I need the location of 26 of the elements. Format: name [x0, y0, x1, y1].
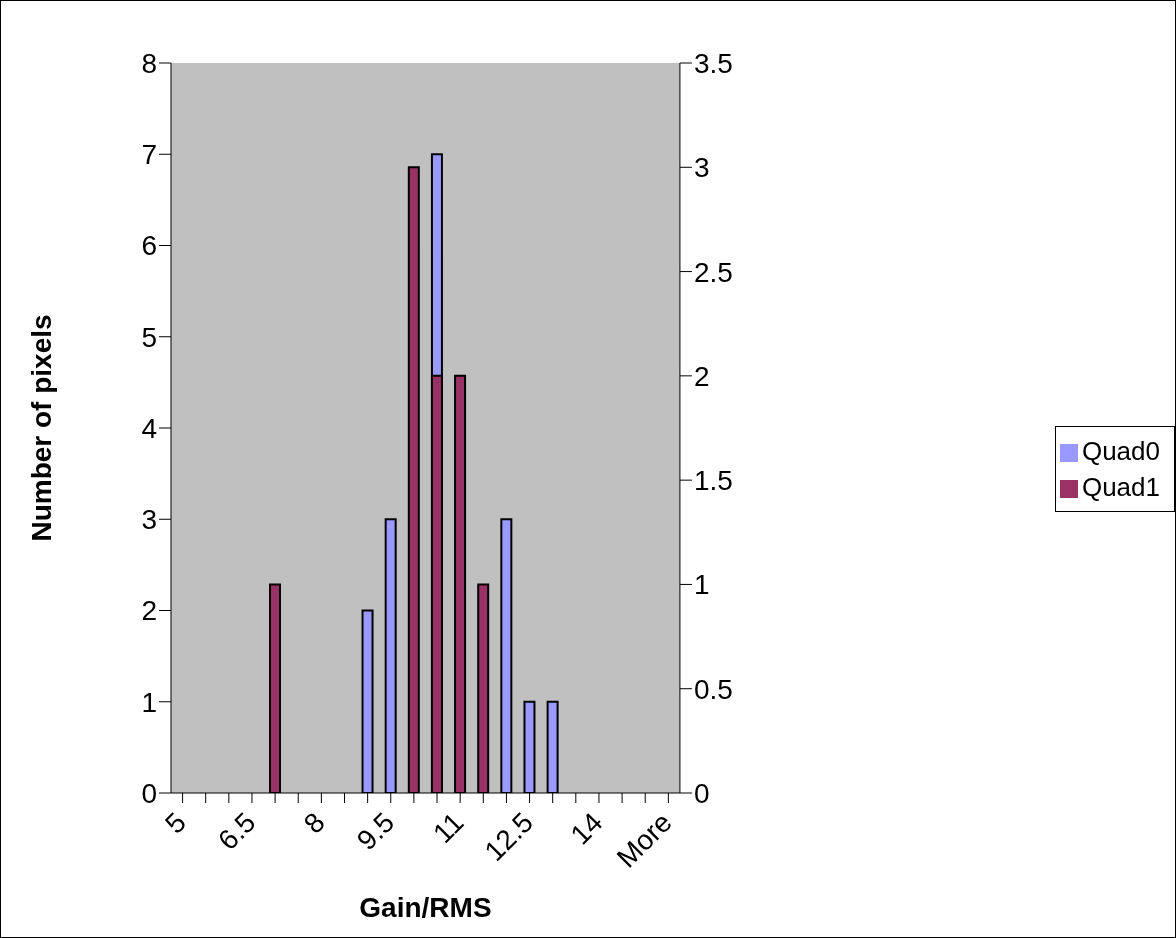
y2-tick-label: 1	[693, 569, 710, 601]
x-tick-label: 11	[427, 806, 470, 850]
y-tick-label: 0	[141, 777, 157, 809]
legend-label: Quad0	[1081, 436, 1160, 466]
x-tick-label: 6.5	[211, 806, 262, 856]
y-tick-label: 3	[141, 504, 157, 536]
x-tick-label: 8	[297, 806, 331, 840]
y-tick-label: 4	[141, 412, 157, 444]
y-tick-label: 5	[141, 321, 157, 353]
x-tick-label: 14	[564, 806, 609, 851]
y-axis-title: Number of pixels	[25, 314, 57, 542]
y2-tick-label: 3	[693, 152, 710, 184]
x-tick-label: 9.5	[350, 806, 401, 856]
y2-tick-label: 0.5	[693, 673, 733, 705]
y-tick-label: 1	[141, 686, 157, 718]
y2-tick-label: 3.5	[693, 47, 733, 79]
y2-tick-label: 0	[693, 777, 710, 809]
y-tick-label: 8	[141, 47, 157, 79]
x-axis-title: Gain/RMS	[359, 892, 492, 923]
y-tick-label: 6	[141, 230, 157, 262]
y2-tick-label: 2	[693, 360, 710, 392]
y-tick-label: 7	[141, 139, 157, 171]
y2-tick-label: 1.5	[693, 465, 733, 497]
legend-label: Quad1	[1081, 472, 1160, 502]
y2-tick-label: 2.5	[693, 256, 733, 288]
y-tick-label: 2	[141, 595, 157, 627]
